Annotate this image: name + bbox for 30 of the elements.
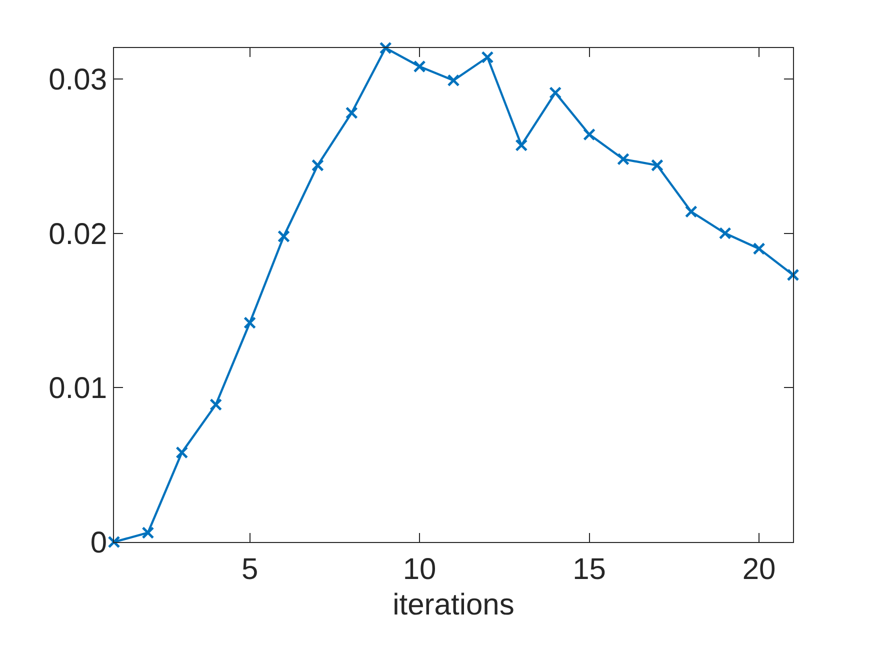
point xyxy=(379,42,392,54)
y-tick-label: 0.02 xyxy=(48,218,107,251)
x-tick-label: 20 xyxy=(742,553,776,586)
point xyxy=(413,60,426,73)
x-tick-label: 15 xyxy=(572,553,606,586)
point xyxy=(210,398,222,411)
point xyxy=(515,139,528,152)
x-tick-label: 5 xyxy=(241,553,258,586)
point xyxy=(583,128,596,141)
x-tick-label: 10 xyxy=(402,553,436,586)
point xyxy=(481,51,494,64)
point xyxy=(549,86,562,100)
point xyxy=(752,242,766,255)
point xyxy=(684,205,698,218)
point xyxy=(176,446,188,459)
y-tick-label: 0.03 xyxy=(48,63,107,96)
point xyxy=(786,268,800,282)
point xyxy=(311,159,324,172)
point xyxy=(447,74,460,87)
point xyxy=(142,526,154,539)
y-tick-label: 0 xyxy=(90,526,107,560)
point xyxy=(108,536,120,548)
point xyxy=(244,316,256,330)
point xyxy=(617,152,630,166)
x-axis-title: iterations xyxy=(392,588,514,622)
y-tick-label: 0.01 xyxy=(48,372,107,406)
point xyxy=(718,227,732,240)
point xyxy=(278,230,290,243)
point xyxy=(650,159,664,172)
point xyxy=(345,106,358,120)
